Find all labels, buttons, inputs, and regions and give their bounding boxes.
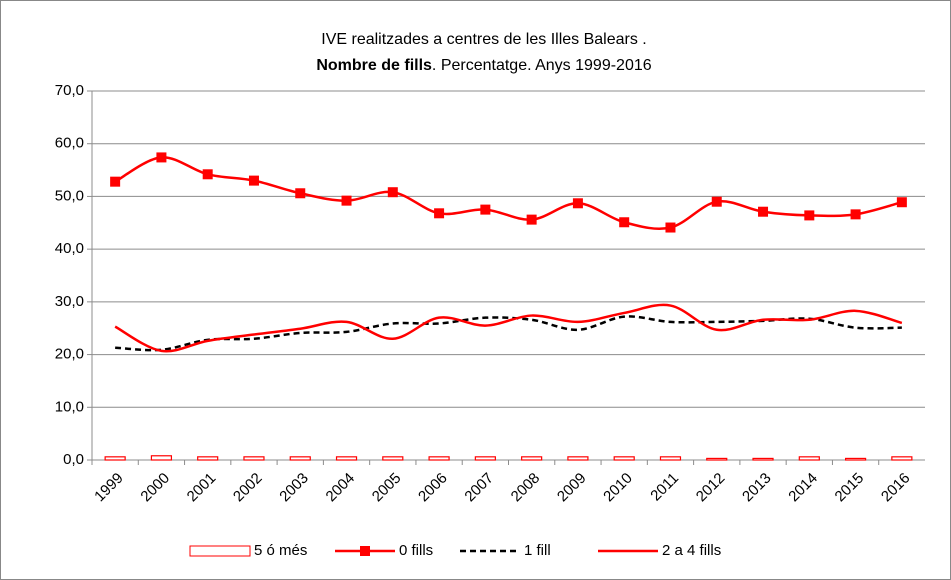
bar — [474, 456, 496, 461]
marker — [248, 175, 259, 186]
marker — [110, 176, 121, 187]
chart-subtitle: Nombre de fills. Percentatge. Anys 1999-… — [316, 57, 651, 74]
y-tick-label: 30,0 — [55, 293, 84, 310]
bar — [521, 456, 543, 461]
bar — [150, 455, 173, 461]
y-tick-label: 0,0 — [63, 451, 84, 468]
subtitle-bold: Nombre de fills — [316, 57, 432, 74]
marker — [341, 195, 352, 206]
bar — [659, 456, 682, 461]
bar — [335, 456, 358, 461]
marker — [434, 208, 445, 219]
y-tick-label: 40,0 — [55, 240, 84, 257]
marker — [850, 209, 861, 220]
bar — [752, 457, 774, 461]
bar — [567, 456, 589, 461]
marker — [387, 187, 398, 198]
marker — [804, 210, 815, 221]
marker — [295, 188, 306, 199]
marker — [665, 222, 676, 233]
series-line — [114, 303, 903, 353]
marker — [758, 206, 769, 217]
bar — [289, 456, 311, 461]
bar — [844, 457, 867, 461]
bar — [891, 456, 913, 461]
marker — [480, 204, 491, 215]
bar — [104, 456, 126, 461]
marker — [156, 152, 167, 163]
subtitle-rest: . Percentatge. Anys 1999-2016 — [432, 57, 652, 74]
legend-label: 5 ó més — [254, 542, 307, 559]
y-tick-label: 50,0 — [55, 187, 84, 204]
y-tick-label: 70,0 — [55, 82, 84, 99]
marker — [202, 169, 213, 180]
marker — [572, 198, 583, 209]
bar — [613, 456, 635, 461]
bar — [798, 456, 820, 461]
y-tick-label: 60,0 — [55, 135, 84, 152]
bar — [197, 456, 219, 461]
legend-label: 1 fill — [524, 542, 551, 559]
legend-label: 2 a 4 fills — [662, 542, 721, 559]
legend-label: 0 fills — [399, 542, 433, 559]
bar — [382, 456, 404, 461]
legend-marker — [360, 546, 370, 556]
bar — [706, 457, 728, 461]
legend-swatch — [189, 545, 251, 557]
marker — [711, 196, 722, 207]
chart-title: IVE realitzades a centres de les Illes B… — [321, 31, 647, 48]
bar — [428, 456, 450, 461]
bar — [243, 456, 265, 461]
marker — [619, 217, 630, 228]
y-tick-label: 10,0 — [55, 398, 84, 415]
y-tick-label: 20,0 — [55, 346, 84, 363]
marker — [526, 214, 537, 225]
marker — [896, 197, 907, 208]
